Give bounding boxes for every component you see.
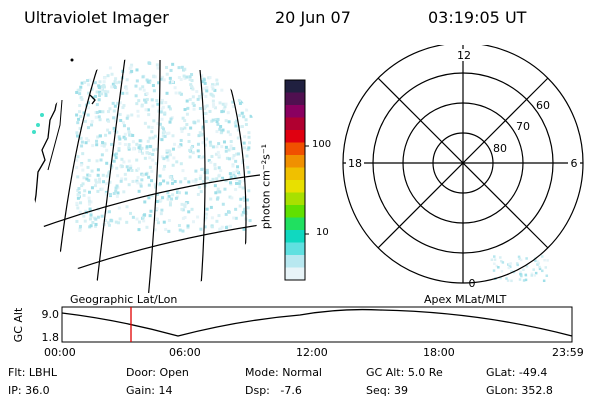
polar-aurora-speckle: [490, 255, 549, 283]
colorbar-tick-10: 10: [316, 227, 329, 238]
polar-plot: 12 18 6 0 60 70 80: [342, 45, 584, 290]
param-door: Door: Open: [126, 366, 189, 379]
colorbar: [284, 79, 309, 281]
colorbar-segment: [285, 192, 305, 206]
altitude-plot: 9.0 1.8 GC Alt: [12, 306, 573, 344]
mlt-label-12: 12: [457, 49, 471, 62]
colorbar-segment: [285, 167, 305, 181]
mlt-label-18: 18: [348, 157, 362, 170]
mlat-label-70: 70: [516, 120, 530, 133]
colorbar-segment: [285, 180, 305, 193]
param-gain: Gain: 14: [126, 384, 173, 397]
colorbar-segment: [285, 255, 305, 268]
colorbar-unit-label: photon cm⁻²s⁻¹: [259, 143, 273, 230]
instrument-title: Ultraviolet Imager: [24, 8, 169, 27]
param-glat: GLat: -49.4: [486, 366, 548, 379]
colorbar-segment: [285, 117, 305, 131]
param-ip: IP: 36.0: [8, 384, 50, 397]
mlt-label-6: 6: [571, 157, 578, 170]
param-gc-alt: GC Alt: 5.0 Re: [366, 366, 443, 379]
param-glon: GLon: 352.8: [486, 384, 553, 397]
alt-xtick-0600: 06:00: [169, 346, 201, 359]
alt-xtick-1200: 12:00: [296, 346, 328, 359]
alt-ytick-1-8: 1.8: [42, 331, 60, 344]
param-seq: Seq: 39: [366, 384, 408, 397]
alt-xtick-1800: 18:00: [423, 346, 455, 359]
param-mode: Mode: Normal: [245, 366, 322, 379]
colorbar-tick-100: 100: [312, 139, 332, 150]
param-dsp: Dsp: -7.6: [245, 384, 302, 397]
colorbar-segment: [285, 205, 305, 218]
alt-xtick-2359: 23:59: [552, 346, 584, 359]
alt-xtick-0000: 00:00: [44, 346, 76, 359]
alt-ylabel: GC Alt: [12, 307, 25, 342]
colorbar-segment: [285, 105, 305, 118]
colorbar-segment: [285, 267, 305, 281]
geographic-panel-label: Geographic Lat/Lon: [70, 293, 178, 306]
date-label: 20 Jun 07: [275, 8, 351, 27]
colorbar-segment: [285, 230, 305, 243]
polar-panel-label: Apex MLat/MLT: [424, 293, 507, 306]
colorbar-segment: [285, 92, 305, 106]
time-label: 03:19:05 UT: [428, 8, 527, 27]
colorbar-segment: [285, 130, 305, 143]
colorbar-segment: [285, 242, 305, 256]
altitude-curve: [61, 308, 573, 337]
colorbar-segment: [285, 217, 305, 231]
mlat-label-80: 80: [493, 142, 507, 155]
alt-ytick-9: 9.0: [42, 308, 60, 321]
colorbar-segment: [285, 155, 305, 168]
colorbar-segment: [285, 142, 305, 156]
geographic-image-panel: [32, 57, 260, 293]
param-filter: Flt: LBHL: [8, 366, 57, 379]
mlat-label-60: 60: [536, 99, 550, 112]
colorbar-segment: [285, 80, 305, 93]
mlt-label-0: 0: [469, 277, 476, 290]
